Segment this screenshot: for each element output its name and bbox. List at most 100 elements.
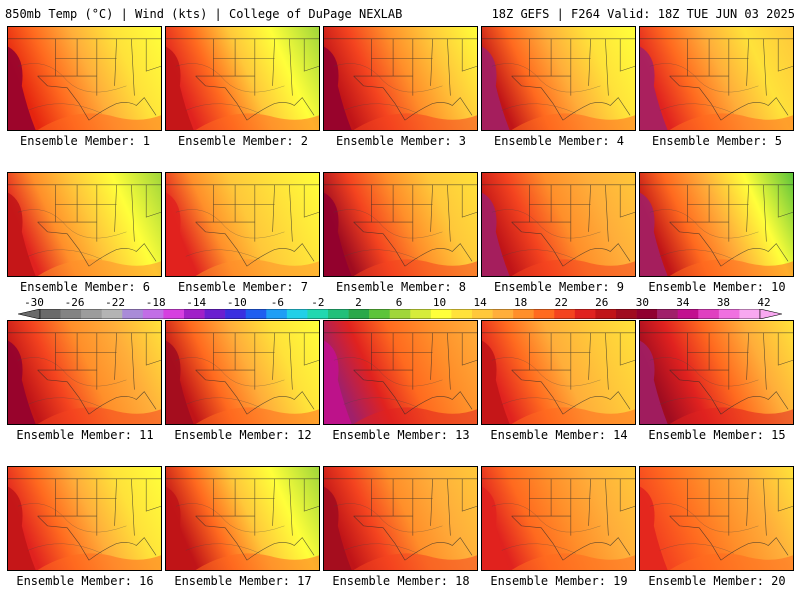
west-heat-core (324, 46, 352, 130)
state-borders (8, 332, 161, 415)
contour-lines (175, 63, 285, 114)
contour-lines (175, 209, 285, 260)
state-borders (640, 332, 793, 415)
colorbar-swatch (204, 309, 226, 319)
ensemble-member-label: Ensemble Member: 18 (332, 574, 470, 588)
ensemble-member-label: Ensemble Member: 1 (19, 134, 151, 148)
ensemble-member-map (165, 26, 320, 131)
ensemble-member-map (323, 172, 478, 277)
ensemble-member-map (323, 320, 478, 425)
run-valid-time: 18Z GEFS | F264 Valid: 18Z TUE JUN 03 20… (491, 7, 795, 21)
colorbar-tick-label: 22 (554, 296, 568, 309)
colorbar-swatch (616, 309, 637, 319)
state-borders (166, 332, 319, 415)
ensemble-member-map (7, 466, 162, 571)
colorbar-swatch (574, 309, 596, 319)
state-borders (482, 38, 635, 121)
colorbar-swatch (492, 309, 514, 319)
temperature-colorbar (18, 309, 782, 319)
contour-lines (175, 503, 285, 554)
ensemble-member-label: Ensemble Member: 17 (174, 574, 312, 588)
colorbar-high-arrow (759, 309, 782, 319)
ensemble-member-map (165, 172, 320, 277)
contour-lines (649, 209, 759, 260)
state-borders (640, 184, 793, 267)
colorbar-swatch (101, 309, 123, 319)
ensemble-member-label: Ensemble Member: 15 (648, 428, 786, 442)
state-borders (324, 478, 477, 561)
contour-lines (649, 357, 759, 408)
ensemble-member-label: Ensemble Member: 7 (177, 280, 309, 294)
ensemble-member-label: Ensemble Member: 14 (490, 428, 628, 442)
ensemble-member-label: Ensemble Member: 13 (332, 428, 470, 442)
colorbar-swatch (657, 309, 679, 319)
colorbar-swatch (595, 309, 617, 319)
colorbar-tick-label: 14 (473, 296, 487, 309)
contour-lines (17, 209, 127, 260)
contour-lines (333, 503, 443, 554)
colorbar-swatch (677, 309, 699, 319)
colorbar-swatch (142, 309, 164, 319)
west-heat-core (324, 486, 352, 570)
ensemble-member-label: Ensemble Member: 3 (335, 134, 467, 148)
contour-lines (333, 357, 443, 408)
contour-lines (175, 357, 285, 408)
gulf-warm-band (195, 113, 319, 130)
gulf-warm-band (669, 259, 793, 276)
colorbar-swatch (389, 309, 411, 319)
ensemble-member-label: Ensemble Member: 12 (174, 428, 312, 442)
colorbar-swatch (410, 309, 432, 319)
colorbar-tick-label: -14 (186, 296, 207, 309)
contour-lines (491, 357, 601, 408)
state-borders (8, 478, 161, 561)
colorbar-swatch (307, 309, 329, 319)
colorbar-tick-label: -18 (145, 296, 166, 309)
colorbar-low-arrow (18, 309, 41, 319)
colorbar-swatch (225, 309, 247, 319)
ensemble-member-label: Ensemble Member: 8 (335, 280, 467, 294)
colorbar-swatch (533, 309, 555, 319)
contour-lines (491, 209, 601, 260)
colorbar-tick-label: 6 (395, 296, 403, 309)
colorbar-swatch (636, 309, 658, 319)
ensemble-member-label: Ensemble Member: 11 (16, 428, 154, 442)
ensemble-member-map (7, 172, 162, 277)
colorbar-swatch (698, 309, 720, 319)
state-borders (324, 38, 477, 121)
colorbar-swatch (81, 309, 103, 319)
ensemble-member-label: Ensemble Member: 4 (493, 134, 625, 148)
ensemble-member-map (323, 466, 478, 571)
colorbar-swatch (286, 309, 308, 319)
ensemble-member-map (481, 26, 636, 131)
gulf-warm-band (669, 113, 793, 130)
colorbar-swatch (163, 309, 185, 319)
colorbar-tick-label: 26 (595, 296, 609, 309)
contour-lines (17, 63, 127, 114)
west-heat-core (8, 192, 36, 276)
state-borders (324, 184, 477, 267)
state-borders (640, 38, 793, 121)
ensemble-member-map (639, 466, 794, 571)
gulf-warm-band (511, 553, 635, 570)
state-borders (482, 184, 635, 267)
ensemble-member-map (165, 466, 320, 571)
west-heat-core (166, 486, 194, 570)
chart-title: 850mb Temp (°C) | Wind (kts) | College o… (5, 7, 403, 21)
gulf-warm-band (353, 407, 477, 424)
gulf-warm-band (195, 553, 319, 570)
ensemble-member-map (7, 320, 162, 425)
colorbar-tick-label: 30 (635, 296, 649, 309)
colorbar-swatch (430, 309, 452, 319)
state-borders (166, 184, 319, 267)
ensemble-member-map (165, 320, 320, 425)
contour-lines (17, 503, 127, 554)
gulf-warm-band (669, 553, 793, 570)
ensemble-member-map (639, 320, 794, 425)
west-heat-core (482, 486, 510, 570)
west-heat-core (640, 46, 668, 130)
contour-lines (649, 503, 759, 554)
west-heat-core (482, 46, 510, 130)
ensemble-member-label: Ensemble Member: 6 (19, 280, 151, 294)
contour-lines (649, 63, 759, 114)
colorbar-tick-labels: -30 -26 -22 -18 -14 -10 -6 -2 2 6 10 14 18 22 26 30 34 38… (0, 296, 800, 309)
